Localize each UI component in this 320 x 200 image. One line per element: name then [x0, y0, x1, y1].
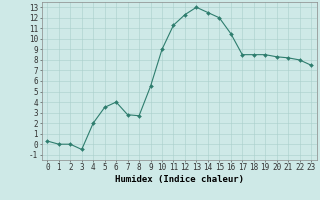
X-axis label: Humidex (Indice chaleur): Humidex (Indice chaleur): [115, 175, 244, 184]
